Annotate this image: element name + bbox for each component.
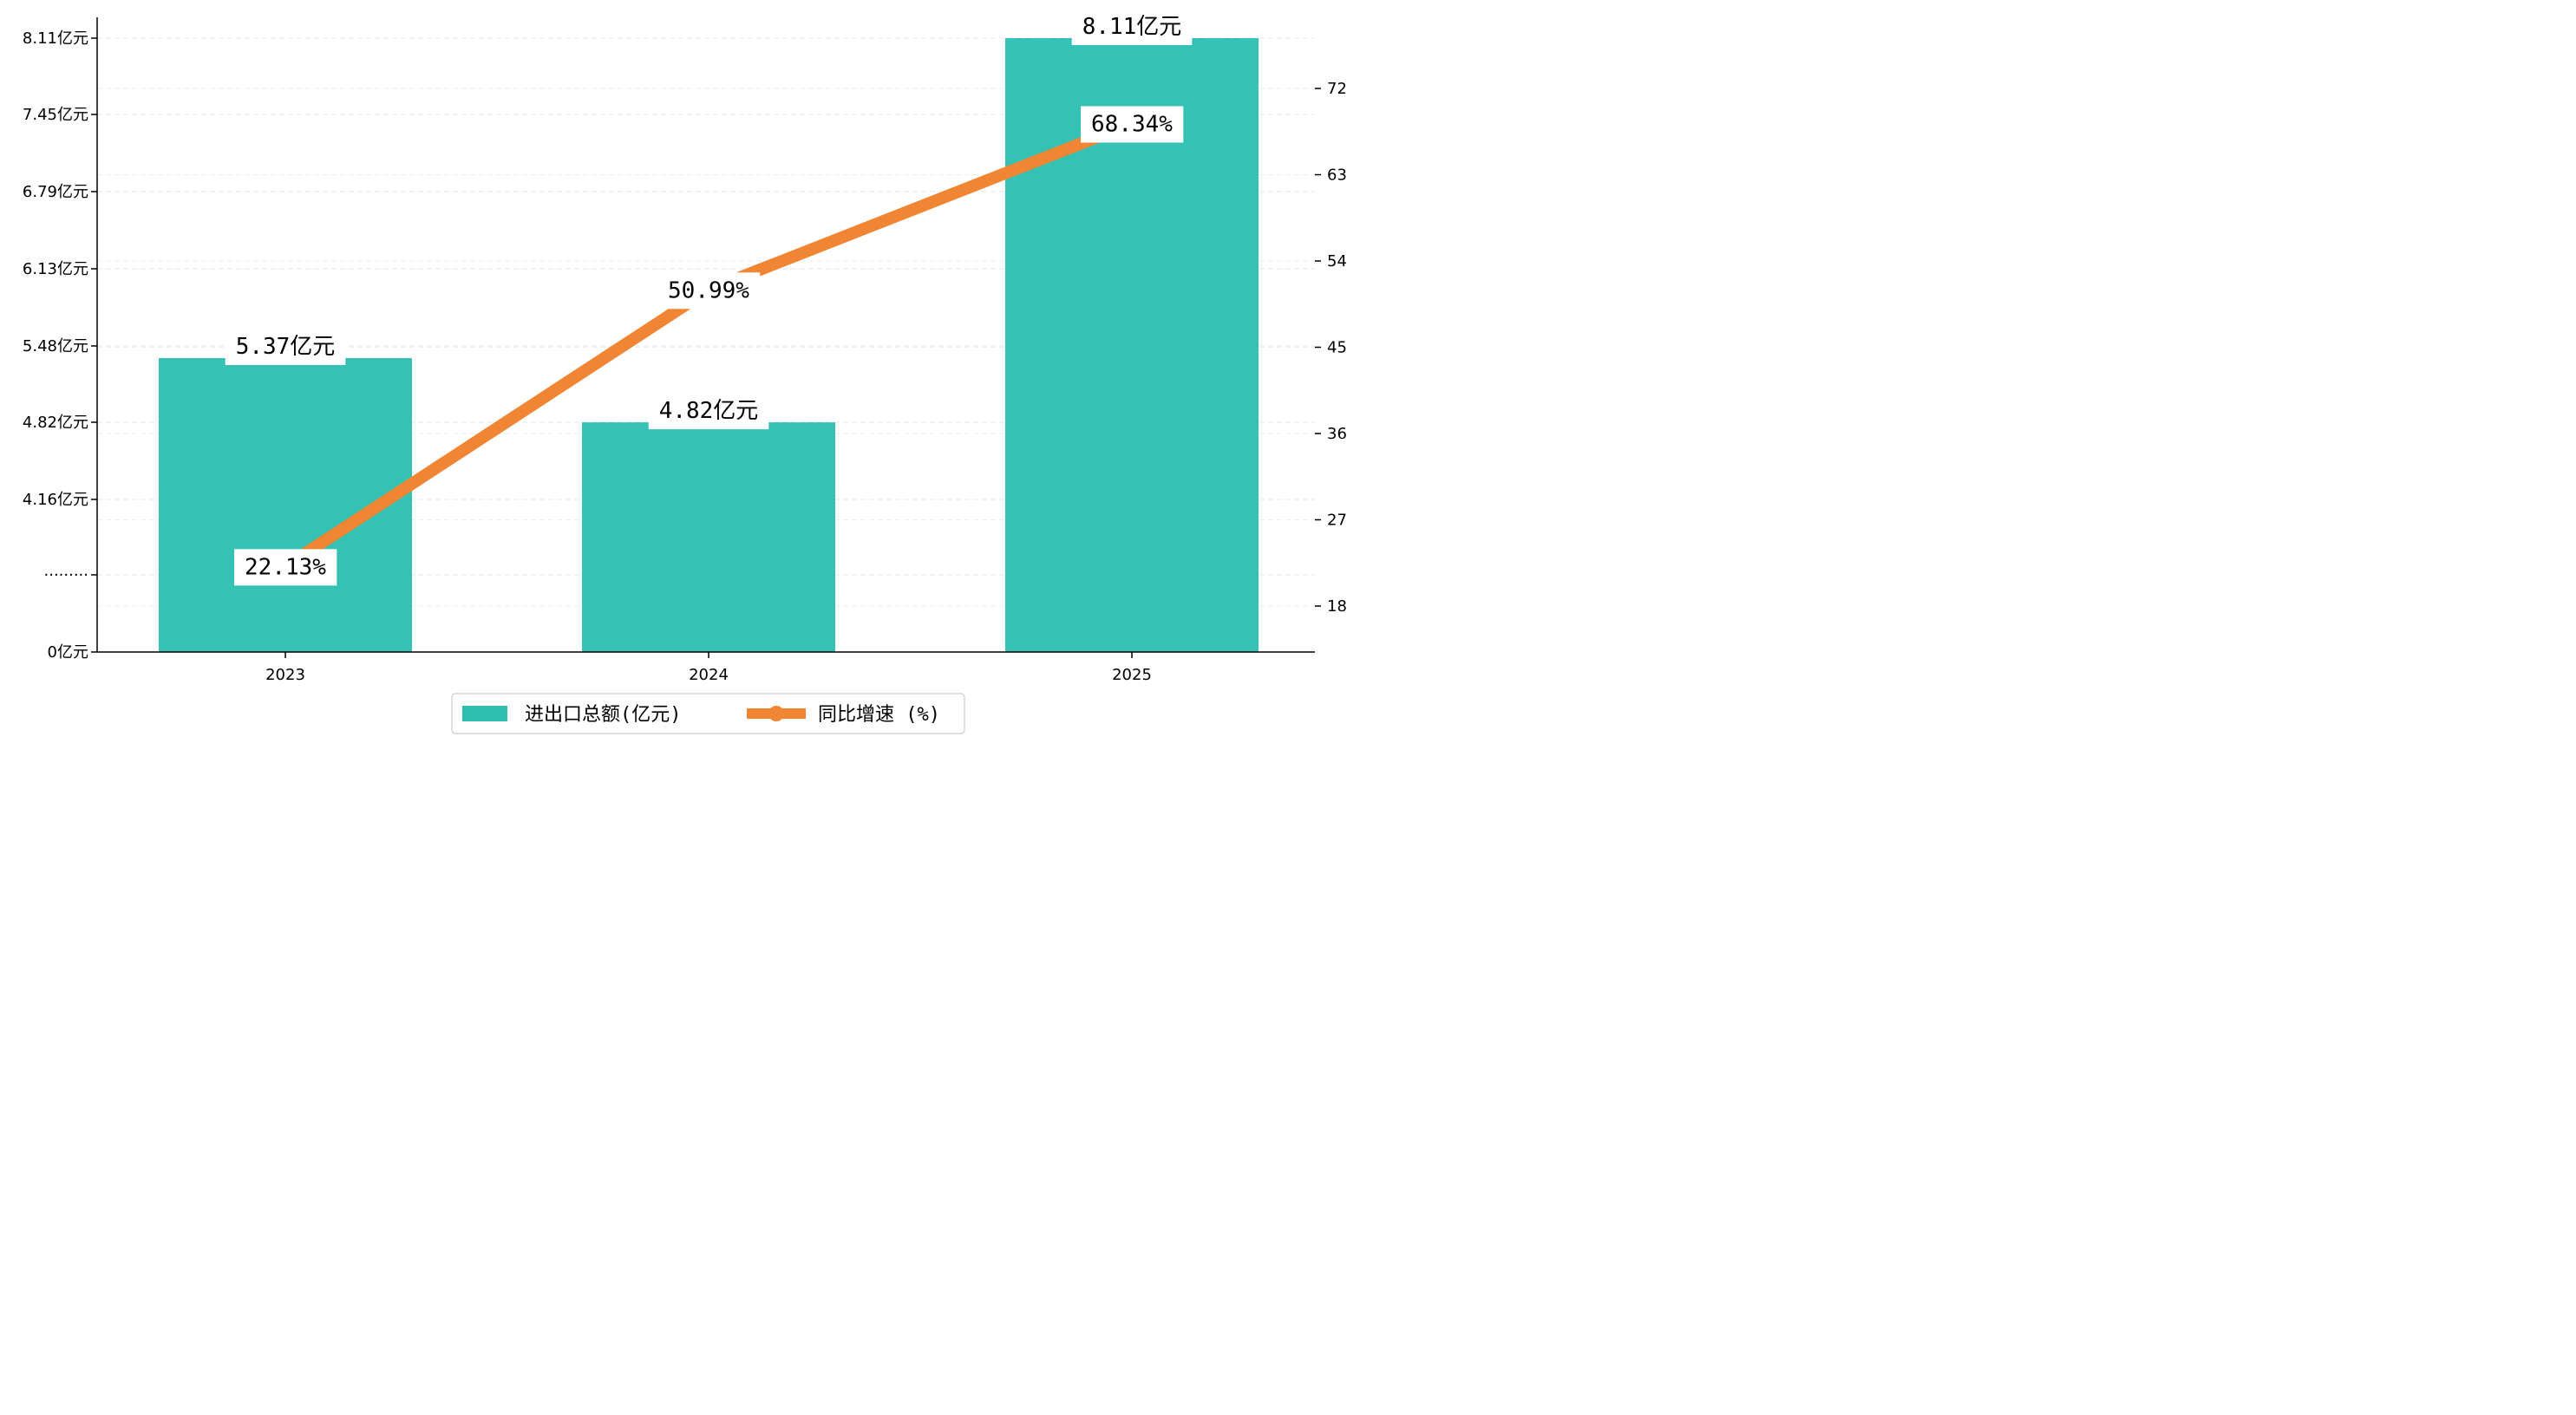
bar-label-2024-text: 4.82亿元 <box>659 398 759 424</box>
line-label-2025: 68.34% <box>1081 106 1184 143</box>
bar-label-2025-text: 8.11亿元 <box>1082 14 1182 40</box>
bar-label-2023-text: 5.37亿元 <box>236 334 336 360</box>
legend-swatch-bar <box>462 706 507 721</box>
left-tick-label-0: 0亿元 <box>48 643 88 662</box>
x-tick-label-2023: 2023 <box>265 666 305 684</box>
legend-frame <box>451 693 965 734</box>
line-label-2023: 22.13% <box>234 549 337 586</box>
x-tick-label-2025: 2025 <box>1112 666 1152 684</box>
left-tick-label-4: 5.48亿元 <box>23 337 88 355</box>
left-tick-label-3: 4.82亿元 <box>23 414 88 432</box>
bar-label-2025: 8.11亿元 <box>1071 9 1193 45</box>
bar-2024 <box>582 422 835 652</box>
right-tick-label-4: 54 <box>1327 252 1347 271</box>
line-label-2025-box <box>1081 106 1184 143</box>
bar-label-2023: 5.37亿元 <box>225 329 346 366</box>
legend-marker-line <box>768 706 784 721</box>
left-tick-label-5: 6.13亿元 <box>23 260 88 278</box>
bar-label-2023-box <box>225 329 346 366</box>
line-label-2023-text: 22.13% <box>245 554 326 580</box>
legend-label-line: 同比增速 (%) <box>818 704 940 726</box>
legend: 进出口总额(亿元) 同比增速 (%) <box>451 693 965 734</box>
right-tick-label-6: 72 <box>1327 80 1347 98</box>
bar-label-2025-box <box>1071 9 1193 45</box>
data-labels: 5.37亿元 4.82亿元 8.11亿元 22.13% 50.99% 68.34% <box>225 9 1193 586</box>
right-tick-label-0: 18 <box>1327 597 1347 616</box>
left-tick-label-2: 4.16亿元 <box>23 491 88 509</box>
legend-label-bar: 进出口总额(亿元) <box>525 704 682 726</box>
line-label-2023-box <box>234 549 337 586</box>
right-tick-label-2: 36 <box>1327 425 1347 443</box>
x-tick-label-2024: 2024 <box>689 666 729 684</box>
line-label-2024-text: 50.99% <box>668 277 749 303</box>
right-tick-label-3: 45 <box>1327 339 1347 357</box>
right-tick-label-1: 27 <box>1327 512 1347 530</box>
left-tick-label-6: 6.79亿元 <box>23 183 88 201</box>
left-tick-label-1: ········· <box>44 566 89 584</box>
bar-label-2024-box <box>648 393 769 430</box>
line-label-2025-text: 68.34% <box>1091 111 1173 137</box>
bar-label-2024: 4.82亿元 <box>648 393 769 430</box>
line-label-2024-box <box>657 272 761 310</box>
chart-canvas: 0亿元 ········· 4.16亿元 4.82亿元 5.48亿元 6.13亿元 6.79… <box>23 9 1347 734</box>
left-tick-label-8: 8.11亿元 <box>23 29 88 48</box>
left-tick-label-7: 7.45亿元 <box>23 106 88 124</box>
axes: 0亿元 ········· 4.16亿元 4.82亿元 5.48亿元 6.13亿元 6.79… <box>23 17 1347 684</box>
line-label-2024: 50.99% <box>657 272 761 310</box>
right-tick-label-5: 63 <box>1327 166 1347 185</box>
